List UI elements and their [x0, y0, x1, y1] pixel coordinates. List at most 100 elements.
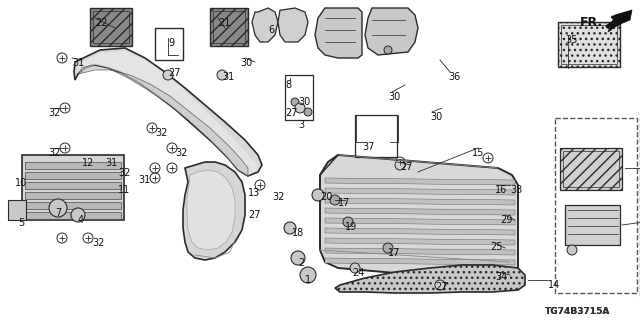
Text: 5: 5	[18, 218, 24, 228]
Polygon shape	[325, 228, 515, 235]
Text: 4: 4	[78, 215, 84, 225]
Circle shape	[350, 263, 360, 273]
Text: 27: 27	[248, 210, 260, 220]
Text: 32: 32	[155, 128, 168, 138]
Polygon shape	[320, 155, 518, 282]
Circle shape	[395, 160, 405, 170]
Polygon shape	[183, 162, 245, 260]
Text: TG74B3715A: TG74B3715A	[545, 307, 611, 316]
Text: 1: 1	[305, 275, 311, 285]
Text: 20: 20	[320, 192, 332, 202]
Text: 6: 6	[268, 25, 274, 35]
Text: 32: 32	[272, 192, 284, 202]
Text: 34: 34	[495, 272, 508, 282]
Text: 17: 17	[338, 198, 350, 208]
Polygon shape	[78, 65, 248, 176]
Text: 30: 30	[240, 58, 252, 68]
Text: 2: 2	[298, 258, 304, 268]
Polygon shape	[278, 8, 308, 42]
Text: 21: 21	[218, 18, 230, 28]
Polygon shape	[325, 208, 515, 215]
Text: 9: 9	[168, 38, 174, 48]
Bar	[155, 28, 183, 60]
Circle shape	[295, 103, 305, 113]
Text: 32: 32	[118, 168, 131, 178]
Text: 3: 3	[298, 120, 304, 130]
Text: 14: 14	[548, 280, 560, 290]
Circle shape	[567, 245, 577, 255]
Text: 29: 29	[500, 215, 513, 225]
Text: 11: 11	[118, 185, 131, 195]
Polygon shape	[315, 8, 362, 58]
Polygon shape	[325, 248, 515, 255]
Polygon shape	[325, 198, 515, 205]
Text: 13: 13	[248, 188, 260, 198]
Circle shape	[163, 70, 173, 80]
Text: 16: 16	[495, 185, 508, 195]
Bar	[285, 75, 313, 120]
Text: 10: 10	[15, 178, 28, 188]
Text: 31: 31	[138, 175, 150, 185]
Circle shape	[343, 217, 353, 227]
Text: 15: 15	[472, 148, 484, 158]
Bar	[560, 148, 622, 190]
Bar	[25, 182, 121, 189]
Circle shape	[330, 195, 340, 205]
Text: 19: 19	[345, 222, 357, 232]
Polygon shape	[325, 258, 515, 265]
Text: 30: 30	[388, 92, 400, 102]
Text: 8: 8	[285, 80, 291, 90]
Circle shape	[49, 199, 67, 217]
Text: 30: 30	[298, 97, 310, 107]
Text: 27: 27	[400, 162, 413, 172]
Circle shape	[284, 222, 296, 234]
Text: 37: 37	[362, 142, 374, 152]
Text: 30: 30	[430, 112, 442, 122]
Bar	[342, 278, 520, 291]
Bar	[25, 172, 121, 179]
Bar	[561, 25, 617, 64]
Circle shape	[291, 251, 305, 265]
Circle shape	[291, 98, 299, 106]
Circle shape	[217, 70, 227, 80]
Polygon shape	[325, 218, 515, 225]
Circle shape	[384, 46, 392, 54]
Polygon shape	[74, 48, 262, 176]
Bar	[558, 22, 620, 67]
Polygon shape	[78, 51, 258, 176]
Polygon shape	[608, 10, 632, 32]
Text: 25: 25	[490, 242, 502, 252]
Text: 24: 24	[352, 268, 364, 278]
Text: 17: 17	[388, 248, 401, 258]
Text: 32: 32	[48, 148, 60, 158]
Text: 31: 31	[222, 72, 234, 82]
Text: 32: 32	[48, 108, 60, 118]
Bar	[25, 192, 121, 199]
Circle shape	[71, 208, 85, 222]
Bar	[93, 11, 129, 43]
Bar	[555, 118, 637, 293]
Text: 36: 36	[448, 72, 460, 82]
Text: FR.: FR.	[580, 15, 603, 28]
Text: 32: 32	[92, 238, 104, 248]
Polygon shape	[365, 8, 418, 55]
Bar	[8, 200, 26, 220]
Bar	[355, 115, 397, 157]
Circle shape	[312, 189, 324, 201]
Bar	[213, 11, 245, 43]
Circle shape	[304, 108, 312, 116]
Text: 27: 27	[285, 108, 298, 118]
Bar	[565, 205, 620, 245]
Text: 12: 12	[82, 158, 94, 168]
Text: 7: 7	[55, 208, 61, 218]
Circle shape	[435, 280, 445, 290]
Bar	[210, 8, 248, 46]
Text: 33: 33	[510, 185, 522, 195]
Polygon shape	[325, 188, 515, 195]
Circle shape	[300, 267, 316, 283]
Bar	[25, 212, 121, 219]
Text: 22: 22	[95, 18, 108, 28]
Bar	[90, 8, 132, 46]
Text: 31: 31	[72, 58, 84, 68]
Bar	[563, 151, 619, 187]
